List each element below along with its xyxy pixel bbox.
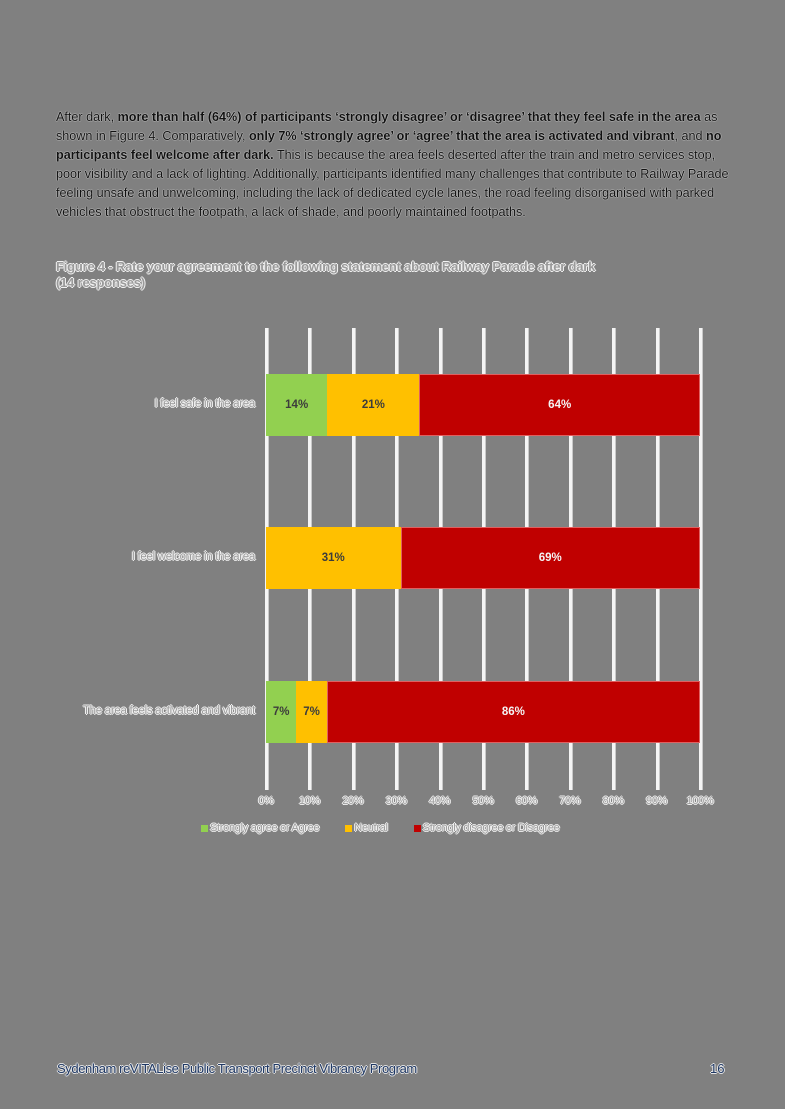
x-tick-label: 100% xyxy=(686,795,714,807)
x-tick-label: 50% xyxy=(472,795,494,807)
bar-segment-neutral: 21% xyxy=(327,374,420,436)
x-tick-label: 80% xyxy=(602,795,624,807)
bar-row: 14% 21% 64% xyxy=(266,374,700,436)
bar-segment-neutral: 31% xyxy=(266,527,401,589)
figure-title: Figure 4 - Rate your agreement to the fo… xyxy=(56,259,736,291)
legend-swatch-icon xyxy=(345,824,353,832)
x-tick-label: 60% xyxy=(515,795,537,807)
data-label: 86% xyxy=(501,706,525,718)
gridline xyxy=(699,328,702,790)
footer-title: Sydenham reVITALise Public Transport Pre… xyxy=(57,1061,417,1076)
x-tick-label: 90% xyxy=(646,795,668,807)
intro-text: as shown in Figure 4. Comparatively, xyxy=(56,109,718,143)
figure-title-line1: Figure 4 - Rate your agreement to the fo… xyxy=(56,259,596,274)
bar-segment-disagree: 64% xyxy=(419,374,700,436)
legend-item: Neutral xyxy=(345,822,388,834)
x-tick-label: 20% xyxy=(342,795,364,807)
category-label: I feel safe in the area xyxy=(154,398,255,410)
x-tick-label: 40% xyxy=(429,795,451,807)
data-label: 69% xyxy=(538,552,562,564)
figure-title-line2: (14 responses) xyxy=(56,275,145,290)
data-label: 21% xyxy=(361,399,385,411)
x-tick-label: 10% xyxy=(298,795,320,807)
legend-item: Strongly disagree or Disagree xyxy=(413,822,560,834)
data-label: 64% xyxy=(548,399,572,411)
intro-emphasis: no participants feel welcome after dark. xyxy=(56,128,722,162)
intro-emphasis: only 7% ‘strongly agree’ or ‘agree’ that… xyxy=(248,128,675,143)
bar-row: 7% 7% 86% xyxy=(266,681,700,743)
bar-segment-agree: 7% xyxy=(266,681,297,743)
x-tick-label: 30% xyxy=(385,795,407,807)
bar-segment-agree: 14% xyxy=(266,374,328,436)
data-label: 7% xyxy=(303,706,320,718)
category-label: I feel welcome in the area xyxy=(131,551,256,563)
bar-segment-neutral: 7% xyxy=(296,681,327,743)
x-tick-label: 0% xyxy=(258,795,274,807)
data-label: 7% xyxy=(272,706,290,718)
legend-label: Neutral xyxy=(354,822,388,834)
page-number: 16 xyxy=(710,1061,725,1076)
legend-label: Strongly agree or Agree xyxy=(210,822,320,834)
intro-text: After dark, xyxy=(56,109,118,124)
bar-row: 31% 69% xyxy=(266,527,700,589)
intro-text: , and xyxy=(674,128,707,143)
data-label: 14% xyxy=(285,399,309,411)
x-tick-label: 70% xyxy=(559,795,581,807)
data-label: 31% xyxy=(321,552,345,564)
bar-segment-disagree: 69% xyxy=(400,527,700,589)
legend-label: Strongly disagree or Disagree xyxy=(422,822,560,834)
legend-swatch-icon xyxy=(413,824,421,832)
bar-segment-disagree: 86% xyxy=(326,681,700,743)
category-label: The area feels activated and vibrant xyxy=(82,705,255,717)
intro-paragraph: After dark, more than half (64%) of part… xyxy=(56,108,736,222)
intro-emphasis: more than half (64%) of participants ‘st… xyxy=(117,109,701,124)
chart-legend: Strongly agree or Agree Neutral Strongly d… xyxy=(201,822,560,834)
intro-text: This is because the area feels deserted … xyxy=(56,147,729,219)
legend-swatch-icon xyxy=(201,824,208,832)
legend-item: Strongly agree or Agree xyxy=(201,822,320,834)
